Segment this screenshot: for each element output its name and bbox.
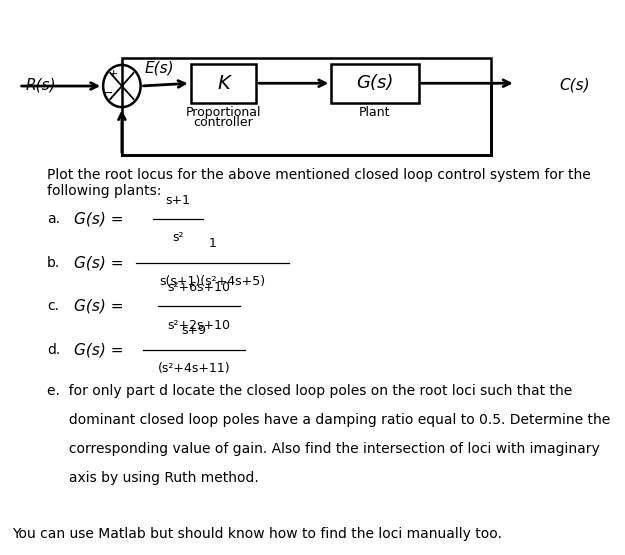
Text: s+9: s+9 [181, 325, 206, 337]
Text: K: K [217, 74, 230, 93]
FancyBboxPatch shape [191, 64, 256, 103]
Text: controller: controller [193, 116, 253, 129]
Text: E(s): E(s) [144, 60, 174, 76]
Text: dominant closed loop poles have a damping ratio equal to 0.5. Determine the: dominant closed loop poles have a dampin… [47, 413, 610, 427]
Text: C(s): C(s) [560, 77, 590, 93]
Text: Proportional: Proportional [186, 105, 261, 119]
Text: s²+2s+10: s²+2s+10 [168, 319, 230, 331]
Text: R(s): R(s) [25, 77, 56, 93]
Text: You can use Matlab but should know how to find the loci manually too.: You can use Matlab but should know how t… [12, 527, 502, 541]
Text: s(s+1)(s²+4s+5): s(s+1)(s²+4s+5) [159, 275, 266, 287]
Text: Plot the root locus for the above mentioned closed loop control system for the: Plot the root locus for the above mentio… [47, 168, 591, 182]
Text: corresponding value of gain. Also find the intersection of loci with imaginary: corresponding value of gain. Also find t… [47, 442, 599, 456]
Text: s+1: s+1 [166, 194, 191, 207]
Text: (s²+4s+11): (s²+4s+11) [158, 362, 230, 375]
Text: b.: b. [47, 255, 60, 270]
Text: d.: d. [47, 342, 60, 357]
Text: G(s) =: G(s) = [74, 211, 123, 227]
Text: 1: 1 [209, 238, 216, 250]
Text: G(s) =: G(s) = [74, 299, 123, 314]
Text: following plants:: following plants: [47, 184, 161, 199]
Text: G(s): G(s) [356, 74, 394, 92]
Text: s²+6s+10: s²+6s+10 [168, 281, 230, 294]
FancyBboxPatch shape [331, 64, 419, 103]
Text: s²: s² [173, 231, 184, 244]
Text: Plant: Plant [359, 105, 391, 119]
Text: −: − [102, 87, 113, 100]
Text: G(s) =: G(s) = [74, 342, 123, 357]
Text: a.: a. [47, 212, 60, 226]
Text: e.  for only part d locate the closed loop poles on the root loci such that the: e. for only part d locate the closed loo… [47, 384, 572, 398]
Text: G(s) =: G(s) = [74, 255, 123, 270]
Text: c.: c. [47, 299, 59, 314]
Text: axis by using Ruth method.: axis by using Ruth method. [47, 471, 259, 485]
Text: +: + [109, 69, 118, 79]
